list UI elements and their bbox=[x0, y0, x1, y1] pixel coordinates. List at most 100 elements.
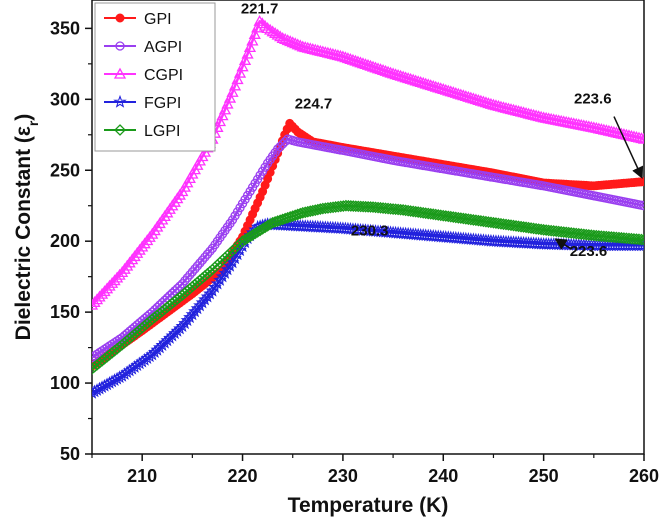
data-point bbox=[256, 222, 269, 235]
legend-label: FGPI bbox=[144, 95, 181, 112]
y-tick-label: 350 bbox=[50, 18, 80, 38]
data-point bbox=[572, 227, 585, 240]
data-point bbox=[437, 209, 450, 222]
data-point bbox=[367, 201, 379, 214]
data-point bbox=[190, 264, 200, 274]
data-point bbox=[412, 75, 425, 87]
data-point bbox=[552, 225, 565, 238]
data-point bbox=[347, 200, 360, 213]
data-point bbox=[275, 141, 285, 152]
data-point bbox=[525, 222, 538, 234]
data-point bbox=[399, 204, 412, 217]
data-point bbox=[424, 79, 437, 91]
data-point bbox=[339, 51, 352, 63]
data-point bbox=[635, 233, 644, 246]
data-point bbox=[419, 207, 432, 220]
data-point bbox=[163, 299, 176, 312]
data-point bbox=[618, 232, 630, 244]
data-point bbox=[449, 211, 462, 224]
data-point bbox=[517, 221, 530, 233]
data-point bbox=[366, 60, 380, 72]
data-point bbox=[422, 207, 435, 220]
data-point bbox=[412, 206, 425, 219]
data-point bbox=[424, 207, 437, 220]
data-point bbox=[253, 14, 266, 26]
data-point bbox=[259, 221, 272, 234]
data-point bbox=[530, 222, 543, 235]
data-point bbox=[565, 227, 578, 239]
annotation-label: 223.6 bbox=[570, 243, 608, 260]
data-point bbox=[392, 203, 405, 216]
data-point bbox=[241, 232, 254, 245]
data-point bbox=[402, 204, 415, 217]
annotation-label: 221.7 bbox=[241, 0, 279, 17]
data-point bbox=[220, 262, 235, 276]
data-point bbox=[590, 229, 603, 242]
data-point bbox=[203, 286, 217, 300]
legend-item-gpi: GPI bbox=[104, 11, 172, 28]
data-point bbox=[532, 223, 545, 236]
data-point bbox=[439, 210, 452, 222]
data-point bbox=[238, 53, 252, 65]
data-point bbox=[278, 139, 288, 149]
annotation-arrow bbox=[554, 238, 573, 250]
data-point bbox=[349, 200, 362, 213]
data-point bbox=[98, 352, 111, 365]
data-point bbox=[357, 200, 370, 213]
data-point bbox=[484, 97, 498, 109]
data-point bbox=[582, 229, 595, 241]
data-point bbox=[233, 66, 247, 78]
data-point bbox=[286, 36, 299, 48]
data-point bbox=[392, 68, 405, 80]
data-point bbox=[555, 225, 568, 238]
data-point bbox=[216, 109, 229, 121]
data-point bbox=[505, 219, 517, 232]
data-point bbox=[341, 52, 355, 64]
data-point bbox=[444, 85, 457, 97]
data-point bbox=[221, 97, 234, 109]
series-cgpi bbox=[92, 14, 644, 310]
data-point bbox=[474, 94, 488, 106]
data-point bbox=[477, 215, 490, 228]
data-point bbox=[592, 230, 605, 242]
data-point bbox=[101, 350, 113, 363]
data-point bbox=[256, 17, 269, 29]
data-point bbox=[577, 228, 590, 241]
data-point bbox=[434, 209, 447, 222]
x-tick-label: 210 bbox=[127, 466, 157, 486]
data-point bbox=[545, 224, 558, 237]
data-point bbox=[92, 295, 101, 307]
data-point bbox=[215, 269, 230, 283]
data-point bbox=[208, 280, 222, 294]
legend-item-lgpi: LGPI bbox=[104, 123, 180, 140]
data-point bbox=[535, 223, 548, 236]
annotation-label: 223.6 bbox=[574, 91, 612, 108]
data-point bbox=[93, 356, 106, 369]
data-point bbox=[464, 91, 477, 103]
data-point bbox=[266, 25, 279, 37]
legend-marker bbox=[113, 67, 127, 79]
y-tick-label: 100 bbox=[50, 373, 80, 393]
data-point bbox=[106, 346, 118, 359]
data-point bbox=[607, 231, 620, 244]
data-point bbox=[166, 297, 179, 310]
data-point bbox=[158, 303, 171, 316]
data-point bbox=[417, 206, 430, 219]
data-point bbox=[547, 225, 560, 237]
data-point bbox=[171, 293, 184, 306]
data-point bbox=[482, 216, 495, 228]
data-point bbox=[228, 79, 242, 91]
data-point bbox=[625, 232, 638, 245]
data-point bbox=[487, 216, 500, 229]
data-point bbox=[264, 23, 277, 35]
data-point bbox=[474, 215, 487, 227]
data-point bbox=[382, 202, 394, 215]
data-point bbox=[605, 231, 618, 243]
data-point bbox=[362, 200, 375, 213]
data-point bbox=[225, 255, 240, 269]
data-point bbox=[340, 199, 352, 212]
data-point bbox=[429, 80, 442, 92]
data-point bbox=[156, 305, 169, 318]
data-point bbox=[459, 90, 472, 102]
data-point bbox=[371, 62, 385, 74]
